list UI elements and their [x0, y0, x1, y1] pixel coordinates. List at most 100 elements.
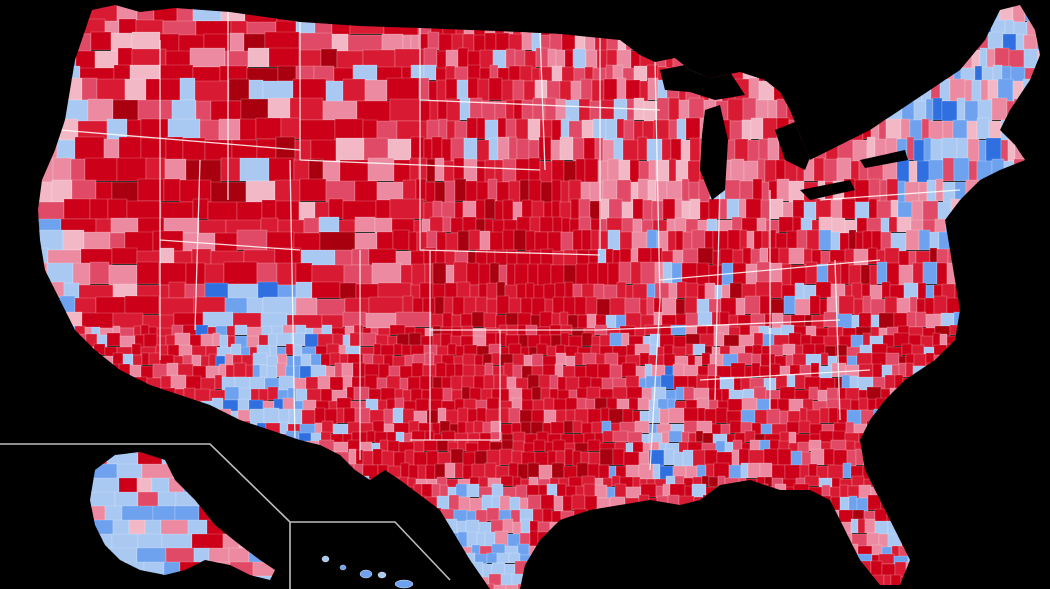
county — [558, 584, 571, 589]
county — [552, 216, 563, 233]
county — [447, 545, 462, 558]
county — [708, 546, 721, 559]
county — [789, 510, 806, 525]
county — [755, 507, 766, 522]
county — [265, 422, 281, 436]
county — [834, 18, 850, 35]
county — [727, 98, 744, 122]
county — [263, 442, 278, 455]
county — [1038, 326, 1040, 338]
county — [944, 483, 956, 498]
county — [513, 99, 523, 123]
state-border-line — [159, 239, 301, 251]
county — [823, 546, 837, 559]
county — [648, 407, 661, 424]
state-borders — [59, 10, 961, 471]
county — [1020, 247, 1030, 265]
county — [129, 64, 161, 81]
county — [275, 200, 300, 222]
county — [366, 486, 380, 501]
county — [59, 477, 69, 489]
hawaii-island — [377, 571, 387, 579]
county — [996, 201, 1011, 223]
county — [747, 19, 758, 36]
county — [953, 364, 969, 380]
county — [198, 219, 227, 236]
county — [747, 462, 761, 479]
county — [1034, 576, 1040, 589]
county — [483, 374, 495, 390]
borough — [203, 575, 227, 580]
county — [862, 332, 871, 347]
county — [553, 495, 564, 512]
county — [600, 99, 615, 123]
county — [195, 20, 232, 37]
county — [594, 137, 604, 162]
county — [994, 561, 1007, 578]
county — [130, 410, 141, 427]
county — [749, 439, 761, 452]
county — [884, 247, 900, 265]
county — [228, 521, 239, 537]
county — [521, 99, 534, 123]
county — [563, 420, 574, 434]
county — [514, 560, 528, 577]
county — [486, 282, 498, 300]
borough — [208, 547, 230, 564]
county — [542, 508, 553, 523]
county — [757, 5, 768, 25]
county — [264, 31, 300, 51]
county — [189, 47, 226, 68]
county — [870, 560, 883, 577]
county — [641, 555, 651, 567]
county — [1034, 430, 1040, 443]
county — [1025, 333, 1040, 348]
county — [476, 160, 486, 185]
county — [689, 137, 701, 162]
county — [971, 495, 988, 512]
county — [77, 387, 88, 402]
county — [453, 261, 468, 285]
county — [494, 19, 505, 36]
county — [491, 483, 504, 498]
county — [994, 343, 1009, 356]
county — [951, 398, 967, 412]
county — [1011, 400, 1025, 414]
county — [436, 231, 447, 253]
county — [457, 531, 468, 548]
county — [890, 574, 902, 588]
hawaii-island — [394, 579, 414, 589]
county — [983, 249, 994, 267]
county — [39, 439, 51, 452]
county — [787, 497, 799, 514]
county — [626, 98, 635, 122]
county — [1016, 555, 1027, 567]
county — [796, 560, 813, 577]
county — [856, 575, 873, 589]
county — [102, 439, 118, 452]
county — [299, 477, 316, 489]
county — [921, 118, 930, 141]
county — [780, 543, 791, 556]
borough — [201, 561, 231, 578]
county — [919, 497, 936, 514]
county — [45, 574, 57, 588]
county — [894, 497, 906, 514]
county — [160, 574, 169, 588]
county — [821, 495, 832, 512]
county — [298, 32, 333, 52]
county — [411, 555, 424, 567]
county — [805, 518, 814, 534]
county — [779, 410, 789, 427]
county — [637, 247, 652, 265]
county — [883, 574, 892, 588]
county — [937, 376, 951, 392]
county — [289, 97, 324, 121]
county — [646, 296, 655, 316]
state-border-line — [714, 179, 721, 401]
county — [442, 387, 453, 402]
county — [862, 48, 872, 69]
county — [103, 584, 120, 589]
hawaii-island — [359, 569, 373, 579]
county — [368, 248, 397, 266]
